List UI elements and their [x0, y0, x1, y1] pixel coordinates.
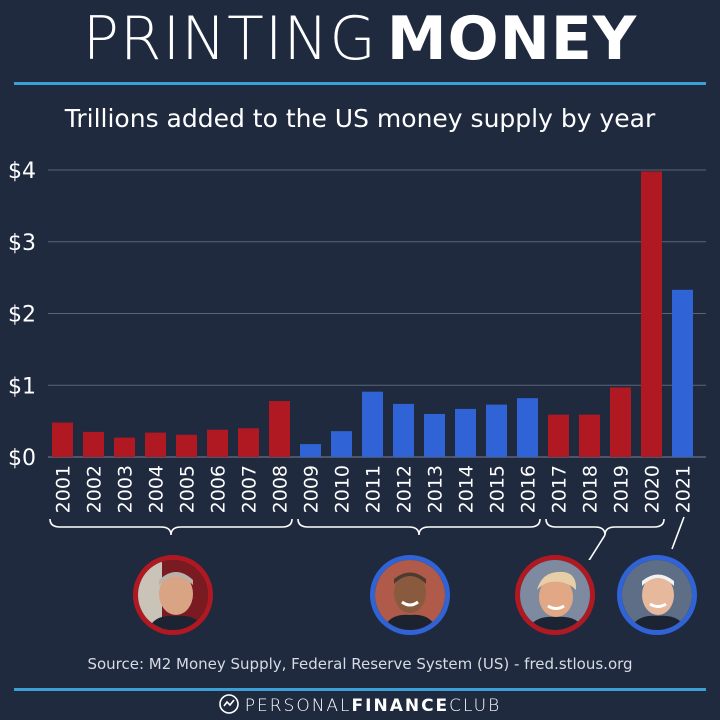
bar-2002: [83, 431, 104, 457]
title-bold: MONEY: [386, 4, 638, 74]
brace-donald-trump-pointer: [588, 534, 606, 560]
x-tick-label: 2001: [53, 465, 75, 513]
x-tick-label: 2007: [239, 465, 261, 513]
bar-2003: [114, 437, 135, 457]
portrait-barack-obama: [370, 555, 450, 635]
brace-donald-trump: [545, 518, 665, 536]
y-tick-label: $3: [8, 231, 36, 256]
brand-personal: PERSONAL: [244, 696, 352, 716]
chart-subtitle: Trillions added to the US money supply b…: [64, 104, 656, 133]
x-tick-label: 2010: [332, 465, 354, 513]
bar-2020: [641, 171, 662, 457]
piggy-bank-logo-icon: [218, 693, 239, 719]
bar-2007: [238, 428, 259, 457]
x-tick-label: 2012: [394, 465, 416, 513]
brace-george-w-bush: [49, 518, 293, 536]
portrait-george-w-bush: [133, 555, 213, 635]
bar-2005: [176, 434, 197, 457]
portrait-donald-trump: [515, 555, 595, 635]
brand-footer: PERSONAL FINANCE CLUB: [0, 693, 720, 719]
bar-2001: [52, 422, 73, 457]
brace-barack-obama: [297, 518, 541, 536]
x-tick-label: 2013: [425, 465, 447, 513]
y-tick-label: $0: [8, 446, 36, 471]
x-tick-label: 2005: [177, 465, 199, 513]
bar-2004: [145, 432, 166, 457]
bar-2010: [331, 431, 352, 457]
bar-2015: [486, 404, 507, 457]
x-tick-label: 2014: [456, 465, 478, 513]
brand-club: CLUB: [449, 696, 502, 716]
top-divider: [14, 82, 706, 85]
bar-2018: [579, 414, 600, 457]
x-tick-label: 2002: [84, 465, 106, 513]
bar-2006: [207, 429, 228, 457]
x-tick-label: 2004: [146, 465, 168, 513]
pointer-joe-biden: [671, 516, 685, 550]
x-tick-label: 2011: [363, 465, 385, 513]
bar-2012: [393, 403, 414, 457]
brand-finance: FINANCE: [351, 696, 450, 716]
president-face-icon: [622, 560, 692, 630]
president-face-icon: [138, 560, 208, 630]
x-tick-label: 2003: [115, 465, 137, 513]
bar-2014: [455, 408, 476, 457]
president-face-icon: [520, 560, 590, 630]
y-tick-label: $2: [8, 303, 36, 328]
portrait-joe-biden: [617, 555, 697, 635]
bottom-divider: [14, 688, 706, 691]
x-tick-label: 2006: [208, 465, 230, 513]
title-light: PRINTING: [82, 4, 377, 74]
bar-2021: [672, 289, 693, 457]
bar-2008: [269, 401, 290, 457]
bar-chart: $0 $1 $2 $3 $4 2001 2002 2003 2004 2005 2006 2007 20…: [8, 159, 706, 560]
x-tick-label: 2021: [673, 465, 695, 513]
page-title: PRINTING MONEY: [0, 2, 720, 76]
bar-2016: [517, 398, 538, 457]
bar-2019: [610, 387, 631, 457]
bar-2009: [300, 444, 321, 457]
source-note: Source: M2 Money Supply, Federal Reserve…: [87, 655, 633, 673]
x-tick-label: 2016: [518, 465, 540, 513]
x-tick-label: 2019: [611, 465, 633, 513]
y-tick-label: $1: [8, 374, 36, 399]
president-face-icon: [375, 560, 445, 630]
bar-2011: [362, 391, 383, 457]
x-tick-label: 2009: [301, 465, 323, 513]
x-tick-label: 2020: [642, 465, 664, 513]
bar-2013: [424, 413, 445, 457]
x-tick-label: 2018: [580, 465, 602, 513]
x-tick-label: 2017: [549, 465, 571, 513]
x-tick-label: 2008: [270, 465, 292, 513]
bar-2017: [548, 414, 569, 457]
y-tick-label: $4: [8, 159, 36, 184]
x-tick-label: 2015: [487, 465, 509, 513]
